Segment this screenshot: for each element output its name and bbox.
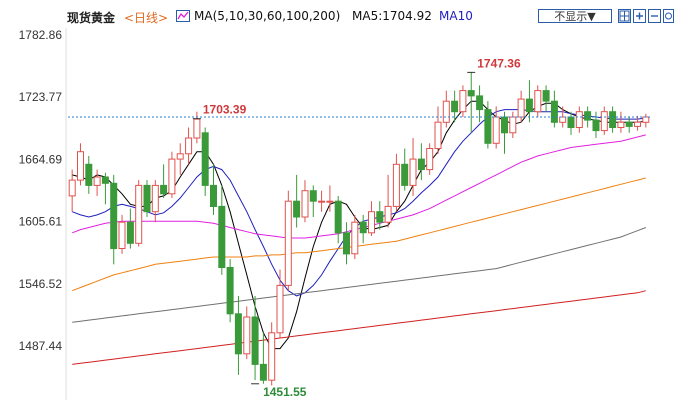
candle-up <box>93 176 101 186</box>
candle-up <box>409 158 417 186</box>
ma-line-ma10 <box>72 109 646 297</box>
candle-down <box>401 163 409 186</box>
candle-down <box>218 205 226 268</box>
candle-down <box>625 121 633 127</box>
candle-down <box>584 111 592 121</box>
candle-down <box>592 119 600 132</box>
candle-down <box>542 90 550 102</box>
candle-up <box>434 121 442 149</box>
candle-down <box>201 132 209 186</box>
candle-down <box>501 116 508 134</box>
candle-down <box>110 182 118 250</box>
ma-line-ma60 <box>72 177 646 292</box>
candle-down <box>85 163 93 186</box>
ma10-readout: MA10 <box>439 9 473 23</box>
candle-up <box>351 221 359 255</box>
candle-up <box>634 121 641 127</box>
candle-up <box>77 151 84 181</box>
candle-down <box>226 267 234 315</box>
candle-down <box>293 200 301 218</box>
y-tick-label: 1723.77 <box>19 90 63 104</box>
candle-down <box>160 184 168 195</box>
y-tick-label: 1546.52 <box>19 277 63 291</box>
y-tick-label: 1664.69 <box>19 152 63 166</box>
candle-up <box>368 211 375 234</box>
candle-up <box>301 190 309 218</box>
candle-up <box>559 116 567 123</box>
candle-up <box>642 116 650 123</box>
candle-down <box>259 363 267 381</box>
candle-down <box>334 200 342 234</box>
y-tick-label: 1782.86 <box>19 28 63 42</box>
candle-up <box>151 184 159 213</box>
candle-up <box>384 205 392 223</box>
candle-down <box>467 90 475 97</box>
candle-down <box>550 100 558 123</box>
ma-line-ma100 <box>72 227 646 323</box>
candle-up <box>492 116 500 144</box>
candle-up <box>176 153 184 160</box>
ma-line-ma30 <box>72 134 646 239</box>
candle-down <box>451 100 459 113</box>
candle-down <box>376 211 384 223</box>
candle-down <box>126 221 134 244</box>
candle-down <box>309 190 317 202</box>
candle-down <box>143 184 151 213</box>
candle-up <box>318 200 326 203</box>
candle-down <box>234 313 242 355</box>
candle-up <box>534 90 542 113</box>
candle-up <box>168 158 176 195</box>
candle-down <box>476 95 484 111</box>
y-tick-label: 1487.44 <box>19 339 63 353</box>
candle-down <box>359 221 367 234</box>
candle-up <box>284 200 292 286</box>
candle-up <box>193 118 201 139</box>
candle-up <box>426 148 434 171</box>
candle-up <box>617 121 625 128</box>
candle-up <box>600 111 608 132</box>
candle-up <box>517 98 525 118</box>
candle-up <box>135 184 143 244</box>
candle-up <box>118 221 126 249</box>
high-annotation: 1747.36 <box>477 56 521 70</box>
candle-down <box>609 111 617 128</box>
low-annotation: 1451.55 <box>263 385 307 399</box>
period-selector[interactable]: <日线> <box>124 11 169 25</box>
ma-legend <box>176 9 190 23</box>
candle-down <box>567 116 575 128</box>
candle-down <box>343 232 350 255</box>
candle-up <box>509 116 517 134</box>
candle-up <box>326 200 334 203</box>
candle-up <box>276 284 284 334</box>
candle-down <box>210 184 217 207</box>
candle-up <box>575 111 583 128</box>
candle-up <box>68 179 76 197</box>
high-annotation: 1703.39 <box>203 103 247 117</box>
candle-down <box>417 158 425 171</box>
ma-line-ma200 <box>72 290 646 365</box>
candle-up <box>442 100 450 123</box>
grid-icon[interactable] <box>618 9 631 23</box>
candle-up <box>185 137 193 155</box>
candle-up <box>243 316 251 355</box>
candle-up <box>392 163 400 207</box>
zoom-in-icon[interactable] <box>633 9 646 23</box>
candle-up <box>459 90 467 113</box>
candle-down <box>525 98 533 113</box>
ma-label: MA(5,10,30,60,100,200) <box>194 9 341 23</box>
candle-down <box>251 316 259 365</box>
ma-line-ma5 <box>72 100 646 350</box>
ma-legend-icon <box>176 10 190 22</box>
candle-down <box>484 109 492 144</box>
instrument-title: 现货黄金 <box>67 11 116 25</box>
hide-ma-dropdown[interactable]: 不显示▼ <box>538 9 612 23</box>
candle-down <box>101 176 109 184</box>
candle-up <box>268 332 276 381</box>
zoom-out-icon[interactable] <box>648 9 661 23</box>
y-tick-label: 1605.61 <box>19 215 63 229</box>
ma5-readout: MA5:1704.92 <box>352 9 432 23</box>
